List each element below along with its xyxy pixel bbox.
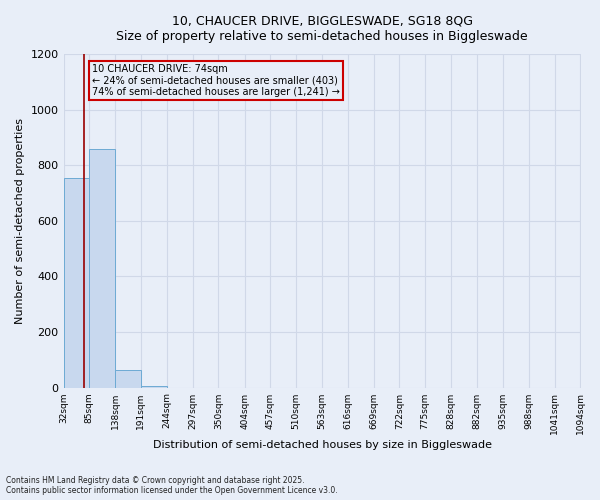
Text: Contains HM Land Registry data © Crown copyright and database right 2025.
Contai: Contains HM Land Registry data © Crown c…	[6, 476, 338, 495]
Title: 10, CHAUCER DRIVE, BIGGLESWADE, SG18 8QG
Size of property relative to semi-detac: 10, CHAUCER DRIVE, BIGGLESWADE, SG18 8QG…	[116, 15, 528, 43]
Bar	[115, 370, 141, 388]
Bar	[64, 178, 89, 388]
Bar	[141, 386, 167, 388]
Text: 10 CHAUCER DRIVE: 74sqm
← 24% of semi-detached houses are smaller (403)
74% of s: 10 CHAUCER DRIVE: 74sqm ← 24% of semi-de…	[92, 64, 340, 97]
Y-axis label: Number of semi-detached properties: Number of semi-detached properties	[15, 118, 25, 324]
X-axis label: Distribution of semi-detached houses by size in Biggleswade: Distribution of semi-detached houses by …	[152, 440, 491, 450]
Bar	[89, 148, 115, 388]
